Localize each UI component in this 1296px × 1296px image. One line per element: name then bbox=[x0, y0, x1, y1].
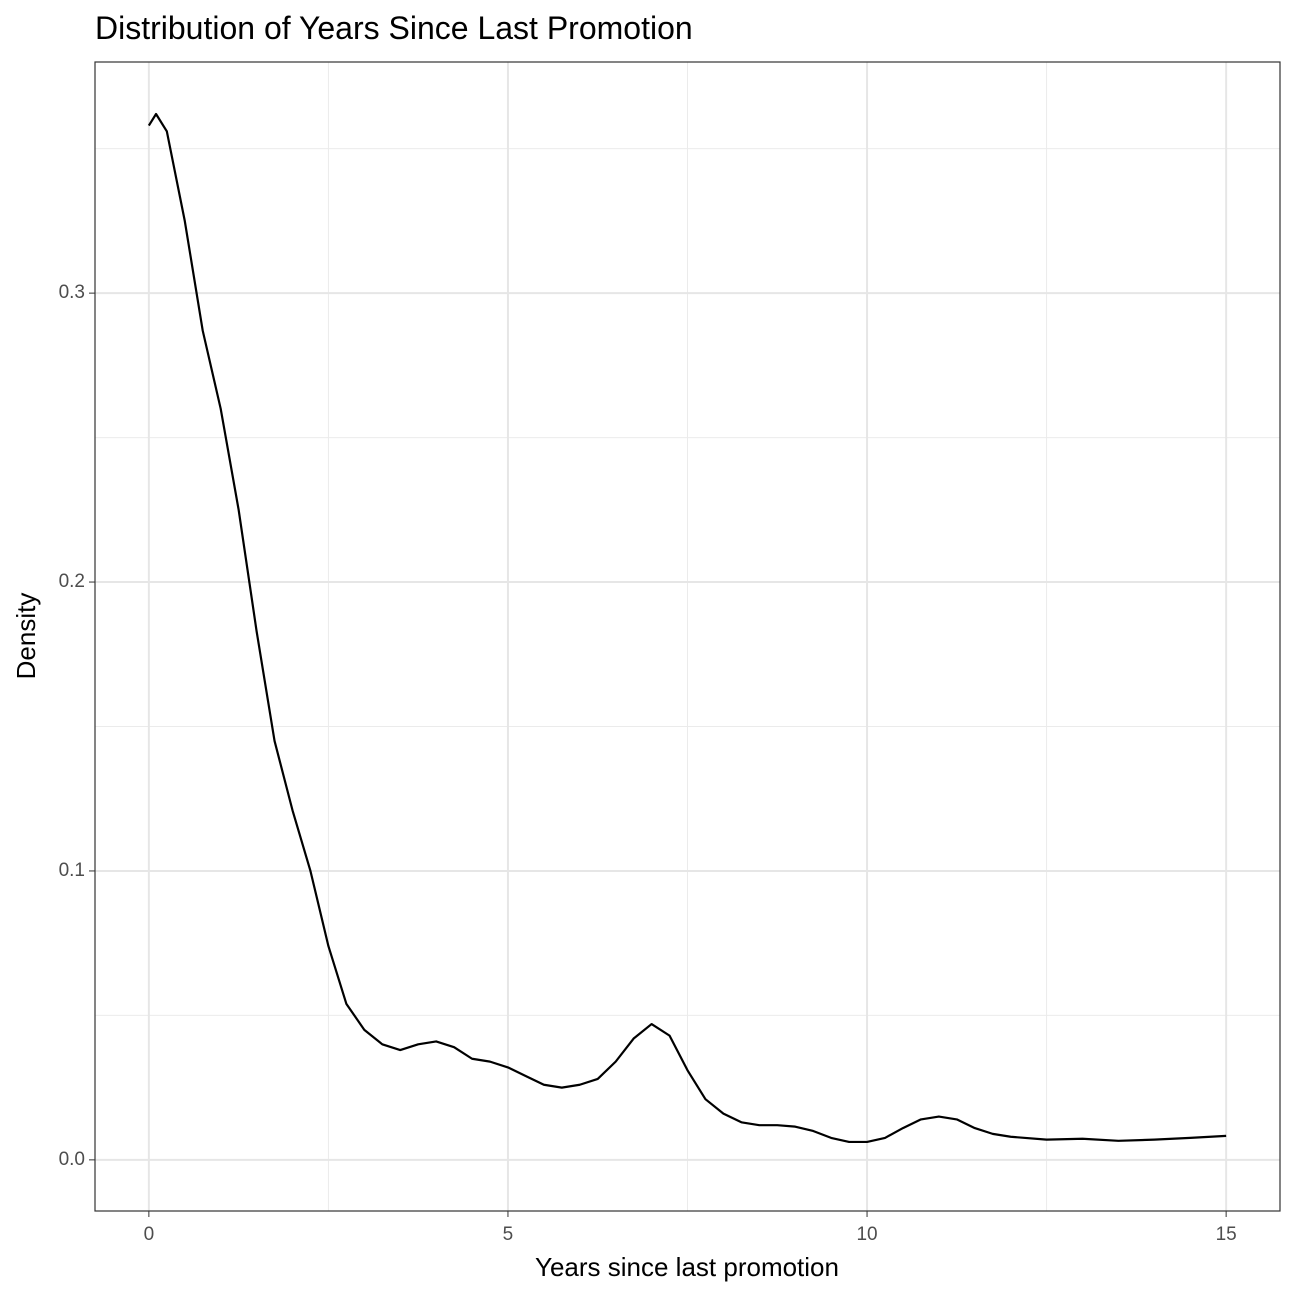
x-tick-label: 15 bbox=[1216, 1224, 1237, 1245]
plot-border bbox=[94, 61, 1281, 1212]
density-line bbox=[147, 112, 1227, 1144]
y-axis-title: Density bbox=[11, 593, 41, 680]
y-tick-label: 0.0 bbox=[59, 1149, 85, 1170]
y-tick-label: 0.1 bbox=[59, 860, 85, 881]
x-axis-title: Years since last promotion bbox=[535, 1252, 839, 1282]
y-tick-label: 0.3 bbox=[59, 282, 85, 303]
x-tick-label: 5 bbox=[503, 1224, 514, 1245]
x-tick-label: 0 bbox=[144, 1224, 155, 1245]
chart-title: Distribution of Years Since Last Promoti… bbox=[95, 10, 693, 46]
x-tick-label: 10 bbox=[856, 1224, 877, 1245]
y-tick-label: 0.2 bbox=[59, 571, 85, 592]
